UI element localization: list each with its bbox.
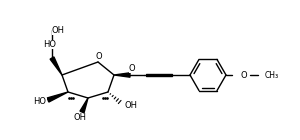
Text: O: O [129, 64, 135, 73]
Text: HO: HO [34, 97, 46, 107]
Text: OH: OH [52, 25, 64, 34]
Text: O: O [241, 71, 247, 80]
Polygon shape [50, 57, 62, 75]
Text: OH: OH [74, 114, 86, 122]
Polygon shape [80, 98, 88, 113]
Text: O: O [96, 52, 102, 60]
Text: CH₃: CH₃ [265, 71, 279, 80]
Text: HO: HO [44, 39, 56, 48]
Polygon shape [114, 73, 130, 77]
Polygon shape [47, 92, 68, 102]
Text: OH: OH [124, 102, 137, 110]
